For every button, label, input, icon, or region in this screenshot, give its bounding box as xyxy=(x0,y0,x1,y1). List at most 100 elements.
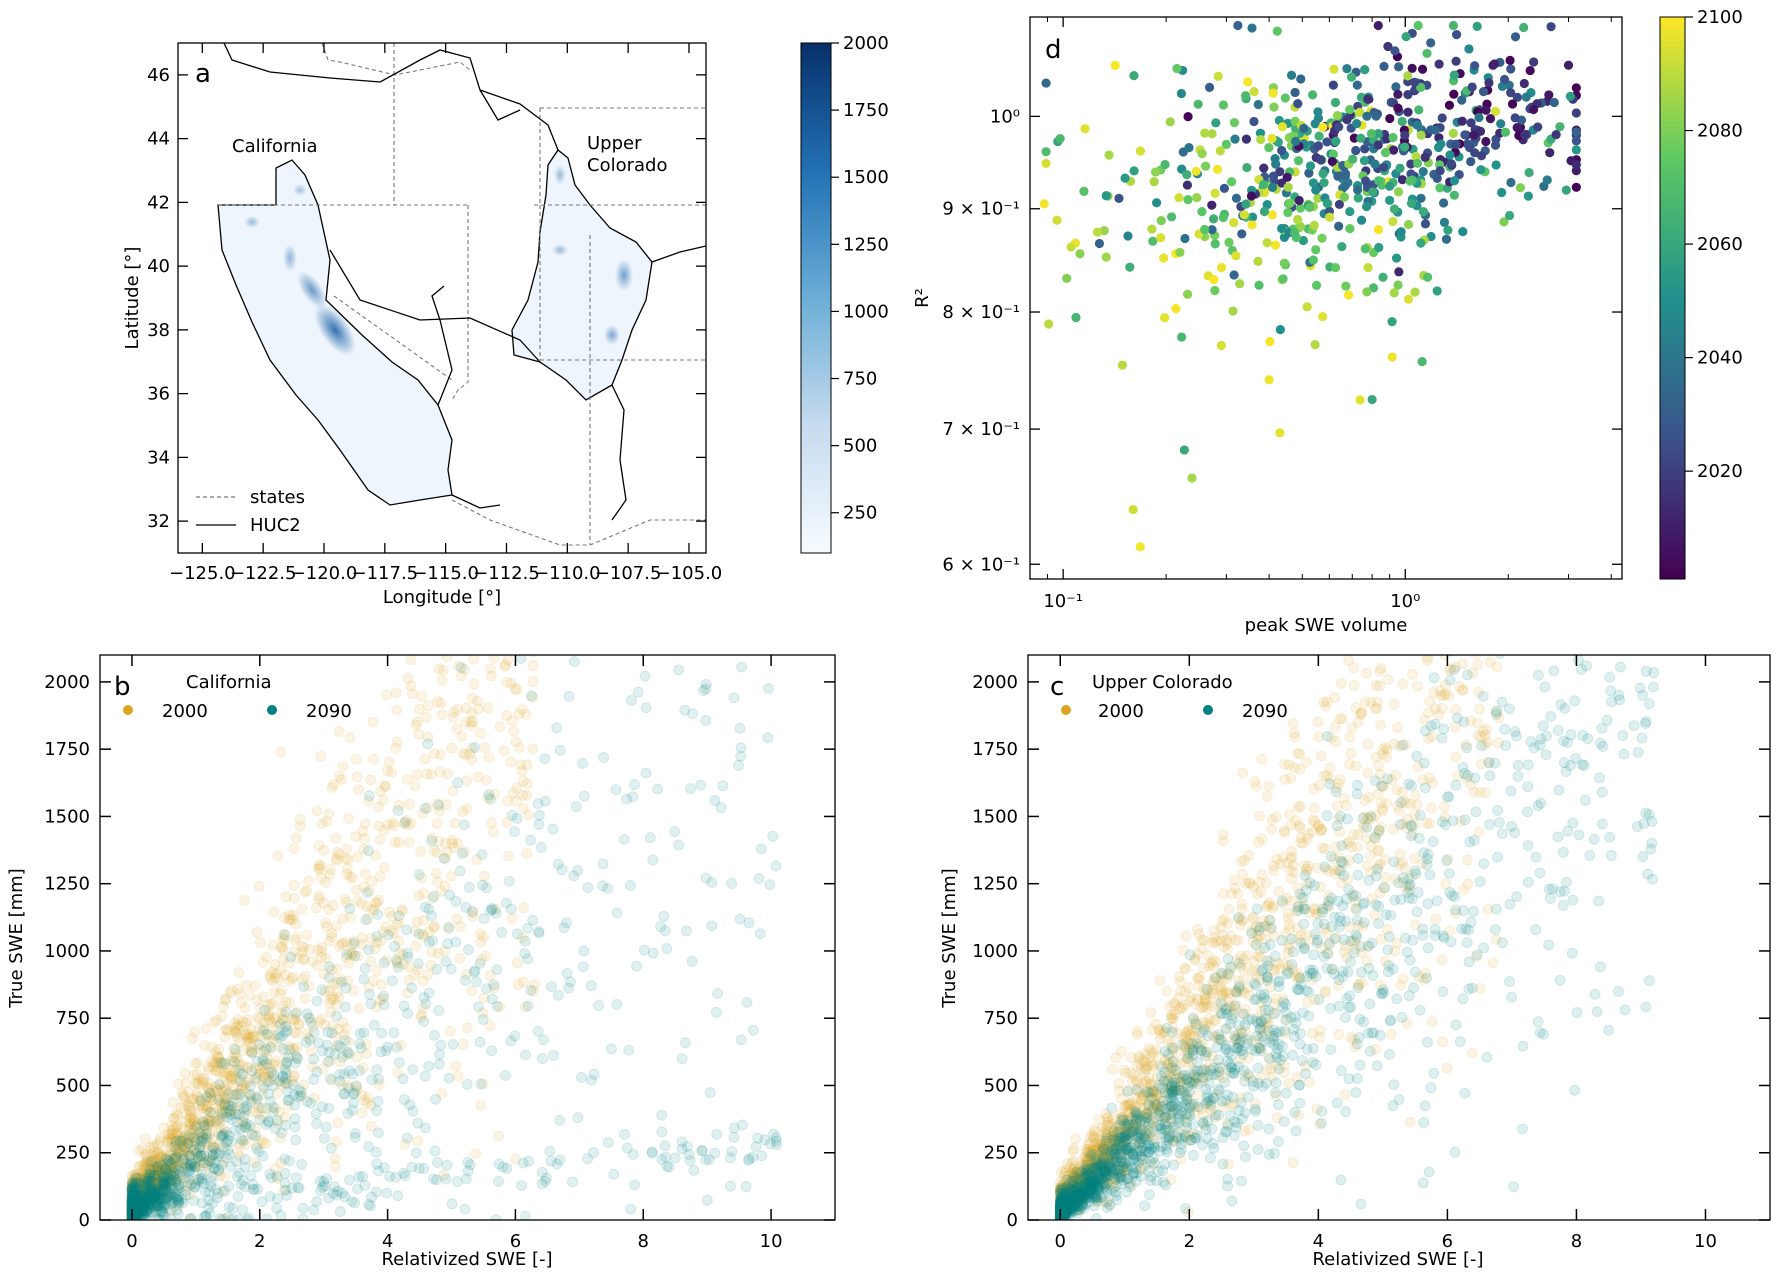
plot-b-point-2000 xyxy=(221,1024,233,1035)
plot-b-point-2000 xyxy=(453,660,464,672)
plot-b-point-2090 xyxy=(505,903,517,915)
plot-b-point-2000 xyxy=(126,1183,138,1195)
plot-b-point-2000 xyxy=(130,1172,142,1184)
plot-b-point-2000 xyxy=(175,1170,187,1182)
plot-b-point-2000 xyxy=(324,868,336,880)
plot-b-point-2090 xyxy=(476,849,488,861)
plot-b-point-2090 xyxy=(130,1198,142,1210)
plot-b-point-2090 xyxy=(656,1126,668,1138)
plot-b-point-2000 xyxy=(317,1063,329,1075)
plot-b-point-2000 xyxy=(256,1079,268,1091)
plot-b-point-2090 xyxy=(219,1185,231,1197)
plot-b-point-2000 xyxy=(258,1017,270,1029)
plot-b-point-2000 xyxy=(361,1097,373,1108)
plot-b-point-2090 xyxy=(173,1164,185,1176)
plot-b-point-2090 xyxy=(334,1075,345,1087)
plot-b-point-2000 xyxy=(373,1079,385,1090)
plot-b-point-2000 xyxy=(170,1140,182,1152)
plot-b-point-2000 xyxy=(432,798,443,810)
plot-b-point-2090 xyxy=(155,1187,167,1199)
plot-c-point-2000 xyxy=(1467,618,1477,628)
plot-b-point-2000 xyxy=(318,968,330,980)
plot-b-point-2000 xyxy=(291,1041,303,1053)
plot-b-point-2090 xyxy=(372,1095,384,1107)
plot-b-point-2090 xyxy=(144,1163,156,1175)
plot-b-point-2090 xyxy=(461,1078,473,1090)
plot-b-point-2000 xyxy=(487,826,499,838)
plot-b-point-2090 xyxy=(585,1074,597,1086)
plot-b-point-2090 xyxy=(440,1173,452,1185)
plot-b-point-2090 xyxy=(229,1044,241,1055)
scatter-point xyxy=(1571,145,1581,155)
plot-b-point-2000 xyxy=(138,1170,150,1182)
plot-b-point-2090 xyxy=(139,1200,151,1211)
scatter-point xyxy=(1041,158,1051,169)
plot-b-point-2000 xyxy=(239,1002,251,1014)
plot-b-point-2000 xyxy=(411,716,423,728)
scatter-point xyxy=(1359,156,1370,166)
plot-b-point-2000 xyxy=(253,1102,265,1114)
plot-b-point-2000 xyxy=(311,902,322,914)
plot-b-point-2000 xyxy=(213,1078,225,1090)
plot-b-point-2000 xyxy=(127,1189,139,1200)
plot-b-point-2000 xyxy=(401,773,413,785)
plot-b-point-2090 xyxy=(474,957,486,969)
plot-b-point-2090 xyxy=(486,1045,498,1057)
plot-b-point-2090 xyxy=(577,961,589,973)
plot-c-point-2000 xyxy=(1283,1077,1295,1089)
plot-b-point-2000 xyxy=(353,1003,365,1014)
plot-b-point-2000 xyxy=(127,1195,139,1207)
plot-b-point-2000 xyxy=(357,590,367,600)
plot-b-point-2090 xyxy=(313,1037,324,1049)
plot-b-point-2090 xyxy=(241,1104,253,1116)
plot-b-point-2000 xyxy=(466,753,478,765)
plot-b-point-2090 xyxy=(340,1034,351,1046)
plot-b-point-2090 xyxy=(292,1182,304,1193)
plot-b-point-2000 xyxy=(190,1148,202,1160)
plot-b-point-2000 xyxy=(324,985,335,997)
plot-b-point-2090 xyxy=(206,1144,218,1156)
plot-b-point-2090 xyxy=(398,1167,409,1179)
scatter-point xyxy=(1464,44,1474,54)
plot-b-point-2000 xyxy=(135,1189,147,1201)
plot-b-point-2090 xyxy=(570,801,582,813)
scatter-point xyxy=(1052,215,1062,225)
plot-b-point-2090 xyxy=(722,460,732,470)
plot-b-point-2090 xyxy=(143,1190,155,1202)
plot-c-point-2000 xyxy=(1477,587,1487,597)
plot-b-point-2000 xyxy=(459,846,470,858)
plot-b-point-2000 xyxy=(296,1090,308,1102)
plot-b-point-2090 xyxy=(402,1008,413,1019)
plot-b-point-2090 xyxy=(371,1105,383,1117)
scatter-point xyxy=(1481,136,1491,147)
plot-b-point-2000 xyxy=(139,1149,151,1160)
plot-b-point-2000 xyxy=(129,1195,141,1207)
scatter-point xyxy=(1237,229,1247,239)
map-ytick-label: 38 xyxy=(147,320,170,341)
plot-b-point-2090 xyxy=(407,1105,419,1117)
scatter-point xyxy=(1229,270,1239,280)
plot-b-point-2000 xyxy=(517,775,529,787)
plot-b-point-2000 xyxy=(169,1146,181,1157)
plot-b-point-2000 xyxy=(240,1029,252,1041)
plot-c-point-2000 xyxy=(1287,717,1299,729)
plot-b-point-2090 xyxy=(137,1191,148,1203)
plot-b-point-2090 xyxy=(624,879,636,891)
plot-b-point-2090 xyxy=(397,1073,409,1085)
plot-b-point-2000 xyxy=(423,926,435,938)
plot-b-point-2000 xyxy=(203,1084,214,1096)
plot-b-point-2090 xyxy=(276,1127,288,1139)
plot-b-point-2000 xyxy=(130,1196,142,1208)
plot-b-point-2090 xyxy=(148,1189,160,1201)
map-xtick-label: −117.5 xyxy=(352,563,419,584)
plot-c-point-2000 xyxy=(1256,753,1267,765)
plot-b-point-2090 xyxy=(135,1203,147,1215)
plot-b-point-2000 xyxy=(140,1181,152,1193)
plot-b-point-2090 xyxy=(370,1147,382,1158)
plot-b-point-2090 xyxy=(658,911,670,922)
plot-b-point-2090 xyxy=(138,1190,150,1202)
plot-b-point-2000 xyxy=(299,993,311,1004)
plot-b-point-2000 xyxy=(128,1174,139,1186)
scatter-point xyxy=(1342,64,1352,74)
plot-b-point-2000 xyxy=(219,1091,230,1102)
